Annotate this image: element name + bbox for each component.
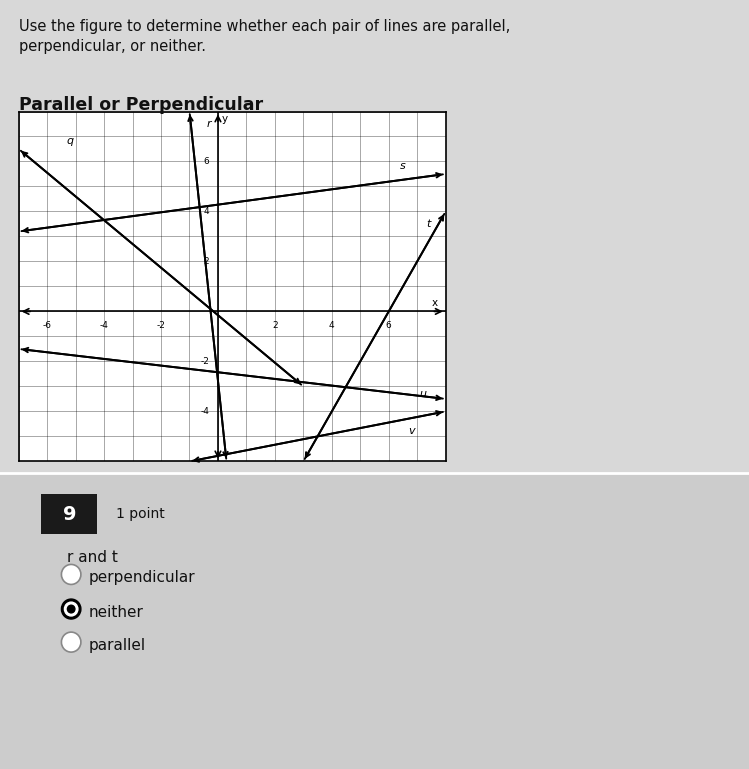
Text: q: q xyxy=(67,136,73,147)
Text: 2: 2 xyxy=(204,257,210,266)
Text: -6: -6 xyxy=(43,321,52,331)
Text: neither: neither xyxy=(88,604,143,620)
Text: 4: 4 xyxy=(329,321,335,331)
Text: r and t: r and t xyxy=(67,550,118,565)
Text: t: t xyxy=(426,219,431,229)
Text: 2: 2 xyxy=(272,321,278,331)
Text: -2: -2 xyxy=(157,321,166,331)
Text: parallel: parallel xyxy=(88,638,145,653)
Text: r: r xyxy=(207,119,212,129)
Text: -4: -4 xyxy=(100,321,109,331)
Text: -2: -2 xyxy=(201,357,210,366)
Text: 4: 4 xyxy=(204,207,210,216)
Text: y: y xyxy=(222,114,228,124)
Text: s: s xyxy=(400,161,406,171)
Text: x: x xyxy=(431,298,437,308)
Text: Use the figure to determine whether each pair of lines are parallel,
perpendicul: Use the figure to determine whether each… xyxy=(19,19,510,54)
Text: perpendicular: perpendicular xyxy=(88,570,195,585)
Text: Parallel or Perpendicular: Parallel or Perpendicular xyxy=(19,96,263,114)
Text: -4: -4 xyxy=(201,407,210,416)
Text: u: u xyxy=(419,389,426,399)
Text: 9: 9 xyxy=(62,505,76,524)
Text: 1 point: 1 point xyxy=(116,507,165,521)
Text: 6: 6 xyxy=(386,321,392,331)
Text: 6: 6 xyxy=(204,157,210,166)
Text: v: v xyxy=(408,426,415,437)
